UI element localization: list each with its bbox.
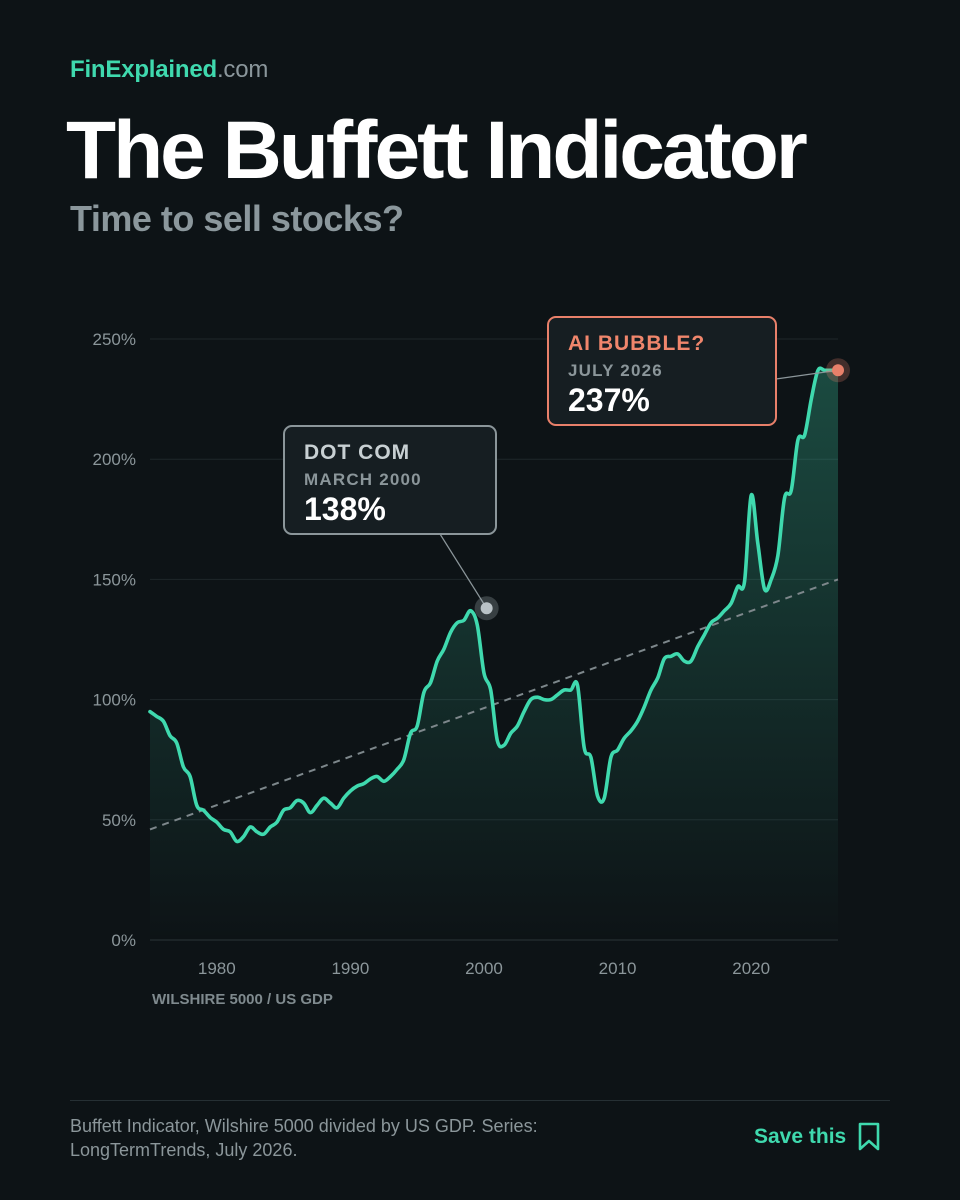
annotation-point: [480, 602, 493, 615]
brand-logo: FinExplained.com: [70, 56, 268, 84]
x-tick-label: 2000: [465, 959, 503, 978]
save-label: Save this: [754, 1125, 847, 1148]
x-tick-label: 2010: [599, 959, 637, 978]
annotation-box: [547, 316, 777, 426]
annotation-label: DOT COM: [304, 441, 410, 464]
brand-tld: .com: [216, 56, 269, 83]
series-line: [148, 366, 840, 844]
annotation-date: JULY 2026: [568, 361, 663, 380]
page-title: The Buffett Indicator: [66, 105, 808, 196]
annotation-leader: [775, 369, 839, 380]
x-tick-label: 1990: [331, 959, 369, 978]
page-subtitle: Time to sell stocks?: [70, 198, 404, 239]
x-tick-label: 1980: [198, 959, 236, 978]
bookmark-icon: [858, 1122, 880, 1151]
series-area: [150, 368, 838, 941]
source-note: Buffett Indicator, Wilshire 5000 divided…: [70, 1116, 538, 1160]
brand-name: FinExplained: [70, 56, 217, 83]
y-tick-label: 200%: [93, 450, 136, 469]
save-button[interactable]: Save this: [754, 1122, 880, 1152]
annotation-label: AI BUBBLE?: [568, 332, 705, 355]
x-tick-label: 2020: [732, 959, 770, 978]
annotation-box: [283, 425, 497, 535]
buffett-indicator-chart: 0% 50% 100% 150% 200% 250% 1980 1990 2000 2010 202…: [93, 316, 850, 1008]
axis-label: WILSHIRE 5000 / US GDP: [152, 991, 333, 1008]
y-tick-label: 250%: [93, 330, 136, 349]
y-tick-label: 50%: [102, 811, 136, 830]
annotation-point: [832, 364, 844, 377]
y-tick-label: 150%: [93, 570, 136, 589]
annotation-date: MARCH 2000: [304, 470, 422, 489]
annotation-value: 138%: [304, 491, 386, 527]
footer-divider: [70, 1100, 890, 1101]
y-tick-label: 100%: [93, 691, 136, 710]
annotation-leader: [439, 533, 488, 609]
y-tick-label: 0%: [111, 931, 136, 950]
annotation-value: 237%: [568, 382, 650, 418]
